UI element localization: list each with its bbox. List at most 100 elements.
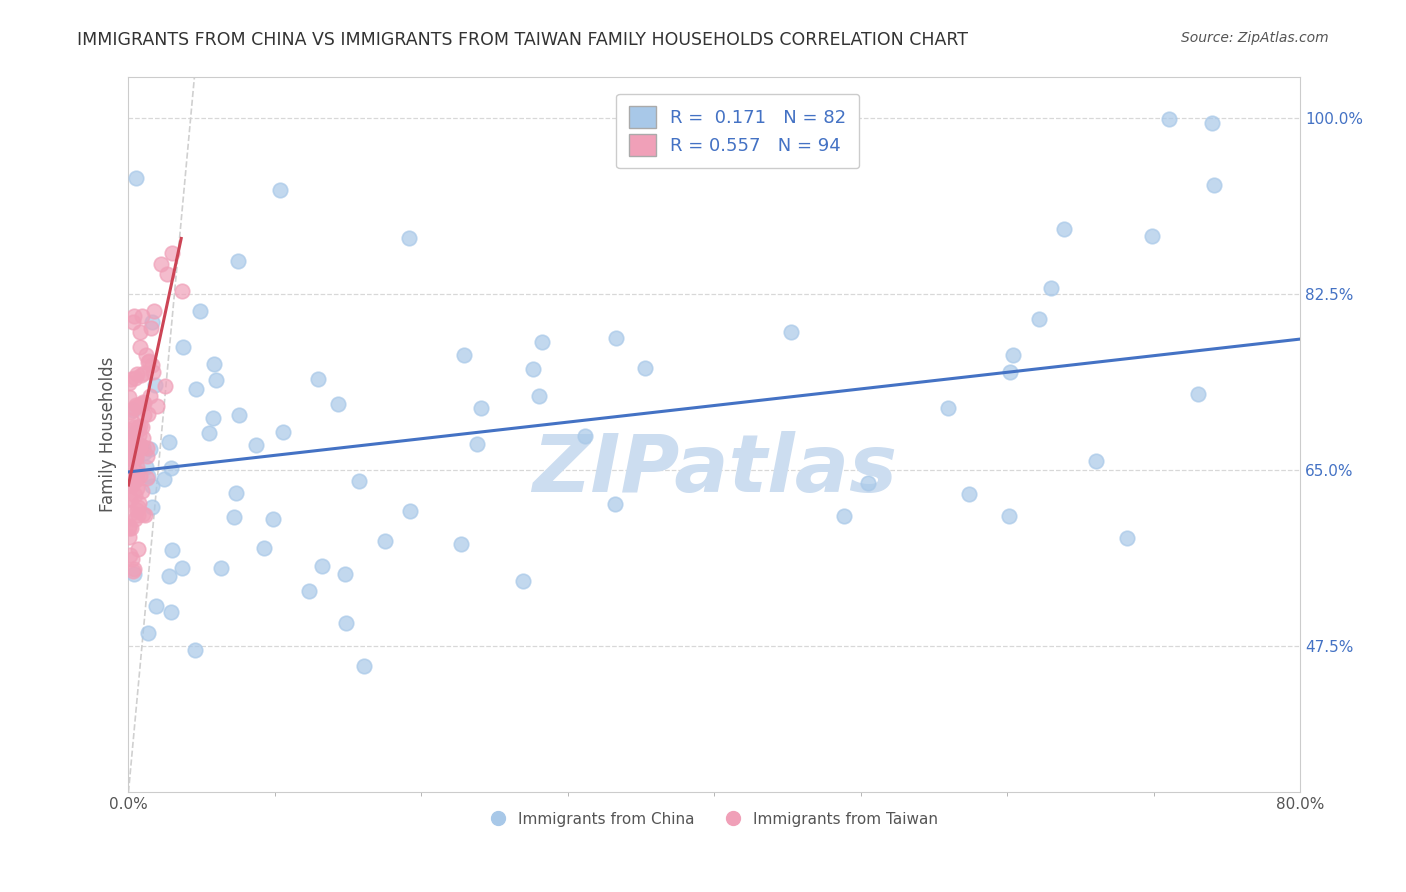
Point	[252, 541, 274, 555]
Point	[121, 506, 143, 520]
Point	[128, 428, 150, 442]
Point	[1040, 281, 1063, 295]
Point	[118, 530, 141, 544]
Point	[298, 584, 321, 599]
Point	[142, 365, 165, 379]
Point	[131, 507, 153, 521]
Point	[522, 362, 544, 376]
Point	[141, 500, 163, 514]
Point	[998, 366, 1021, 380]
Point	[1187, 387, 1209, 401]
Point	[132, 445, 155, 459]
Point	[127, 500, 149, 514]
Point	[124, 426, 146, 441]
Point	[374, 534, 396, 549]
Point	[131, 483, 153, 498]
Point	[127, 419, 149, 434]
Point	[129, 438, 152, 452]
Point	[226, 254, 249, 268]
Point	[134, 366, 156, 380]
Point	[125, 481, 148, 495]
Point	[125, 449, 148, 463]
Point	[271, 425, 294, 439]
Point	[118, 549, 141, 563]
Point	[118, 458, 141, 472]
Point	[228, 408, 250, 422]
Point	[128, 325, 150, 339]
Point	[204, 357, 226, 371]
Point	[160, 246, 183, 260]
Point	[172, 284, 194, 298]
Point	[157, 569, 180, 583]
Point	[160, 461, 183, 475]
Point	[129, 368, 152, 383]
Point	[124, 371, 146, 385]
Point	[127, 508, 149, 522]
Point	[129, 439, 152, 453]
Point	[122, 562, 145, 576]
Point	[122, 567, 145, 582]
Point	[121, 444, 143, 458]
Point	[531, 334, 554, 349]
Point	[269, 183, 291, 197]
Point	[156, 267, 179, 281]
Point	[170, 560, 193, 574]
Point	[127, 541, 149, 556]
Point	[160, 605, 183, 619]
Point	[1028, 312, 1050, 326]
Point	[125, 398, 148, 412]
Point	[188, 304, 211, 318]
Point	[121, 451, 143, 466]
Point	[204, 373, 226, 387]
Point	[132, 409, 155, 423]
Point	[353, 658, 375, 673]
Point	[129, 439, 152, 453]
Point	[209, 561, 232, 575]
Point	[936, 401, 959, 416]
Point	[634, 361, 657, 376]
Point	[135, 459, 157, 474]
Point	[120, 521, 142, 535]
Point	[122, 440, 145, 454]
Point	[121, 478, 143, 492]
Point	[120, 413, 142, 427]
Point	[1085, 454, 1108, 468]
Point	[347, 474, 370, 488]
Point	[245, 438, 267, 452]
Point	[131, 309, 153, 323]
Point	[120, 491, 142, 506]
Point	[149, 257, 172, 271]
Point	[311, 558, 333, 573]
Point	[1201, 116, 1223, 130]
Point	[574, 429, 596, 443]
Point	[118, 432, 141, 446]
Point	[138, 389, 160, 403]
Point	[128, 340, 150, 354]
Point	[136, 441, 159, 455]
Point	[152, 472, 174, 486]
Point	[136, 449, 159, 463]
Point	[132, 440, 155, 454]
Point	[197, 425, 219, 440]
Point	[121, 564, 143, 578]
Point	[118, 521, 141, 535]
Point	[125, 460, 148, 475]
Point	[139, 442, 162, 456]
Point	[127, 367, 149, 381]
Point	[603, 497, 626, 511]
Point	[118, 491, 141, 506]
Point	[118, 519, 141, 533]
Point	[465, 437, 488, 451]
Point	[307, 372, 329, 386]
Point	[183, 643, 205, 657]
Text: IMMIGRANTS FROM CHINA VS IMMIGRANTS FROM TAIWAN FAMILY HOUSEHOLDS CORRELATION CH: IMMIGRANTS FROM CHINA VS IMMIGRANTS FROM…	[77, 31, 969, 49]
Point	[957, 487, 980, 501]
Point	[127, 424, 149, 438]
Point	[157, 435, 180, 450]
Point	[146, 399, 169, 413]
Point	[134, 396, 156, 410]
Point	[125, 470, 148, 484]
Point	[120, 450, 142, 465]
Point	[129, 397, 152, 411]
Point	[172, 340, 194, 354]
